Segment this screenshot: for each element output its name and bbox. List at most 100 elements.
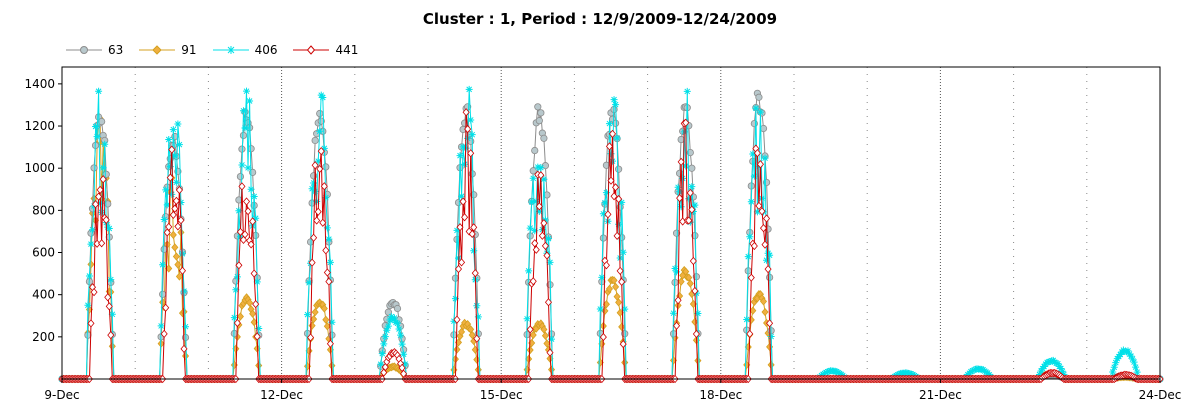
data-point-406 [101,140,109,148]
data-point-406 [1129,355,1137,363]
data-point-63 [540,134,548,142]
data-point-406 [609,157,617,165]
data-point-441 [526,325,534,334]
data-point-441 [692,329,700,339]
data-point-441 [532,245,540,254]
data-point-91 [686,279,694,288]
data-point-406 [613,134,621,142]
data-point-91 [453,345,461,354]
data-point-406 [180,287,188,295]
data-point-406 [967,368,975,376]
data-point-63 [535,117,543,125]
data-point-441 [313,216,321,225]
data-point-441 [464,124,472,134]
data-point-406 [232,286,240,294]
data-point-406 [459,143,467,151]
data-point-441 [172,196,180,205]
x-tick-label: 21-Dec [919,388,962,402]
data-point-406 [1130,358,1138,366]
data-point-406 [87,240,95,248]
series-markers-406 [58,85,1164,383]
data-point-406 [467,116,475,124]
data-point-406 [252,214,260,222]
data-point-406 [171,152,179,160]
data-point-441 [310,233,318,242]
data-point-406 [752,104,760,112]
data-point-63 [534,103,542,111]
data-point-406 [763,256,771,264]
data-point-91 [540,325,548,334]
data-point-63 [688,164,696,172]
data-point-406 [177,198,185,206]
data-point-91 [311,308,319,317]
data-point-406 [694,310,702,318]
data-point-406 [95,87,103,95]
data-point-406 [325,235,333,243]
data-point-406 [534,163,542,171]
data-point-406 [688,183,696,191]
data-point-406 [157,322,165,330]
data-point-441 [676,194,684,203]
data-point-63 [316,109,324,118]
data-point-406 [599,210,607,218]
data-point-441 [180,344,188,354]
legend-marker-406 [212,46,249,54]
data-point-63 [239,131,248,140]
data-point-441 [750,241,758,251]
data-point-63 [159,290,167,298]
data-point-406 [165,135,173,143]
data-point-441 [755,201,763,210]
data-point-406 [541,216,549,224]
data-point-91 [761,307,769,317]
data-point-406 [172,178,180,186]
data-point-63 [384,308,392,316]
data-point-406 [468,131,476,139]
data-point-406 [1112,359,1120,367]
data-point-441 [616,266,624,275]
data-point-406 [310,179,318,187]
data-point-406 [250,193,258,201]
data-point-441 [758,207,766,216]
data-point-406 [319,93,327,101]
legend-marker-441 [293,45,330,55]
data-point-406 [683,87,691,95]
data-point-441 [307,333,315,342]
data-point-91 [541,331,549,340]
y-tick-label: 600 [32,246,55,260]
data-point-406 [670,309,678,317]
data-point-406 [456,152,464,160]
data-point-441 [175,185,183,195]
data-point-91 [610,276,618,285]
data-point-406 [381,333,389,341]
data-point-63 [602,161,611,169]
data-point-441 [546,348,554,357]
data-point-406 [169,126,177,134]
data-point-406 [92,122,100,130]
data-point-406 [685,195,693,203]
data-point-406 [247,185,255,193]
data-point-441 [453,315,461,324]
data-point-406 [548,335,556,343]
data-point-406 [615,220,623,228]
data-point-91 [458,327,466,337]
legend: 63 91 406 441 [66,41,374,59]
data-point-406 [105,225,113,233]
data-point-91 [529,330,537,340]
data-point-441 [250,269,258,278]
data-point-406 [1040,363,1048,370]
data-point-91 [612,282,620,291]
data-point-441 [529,277,537,286]
data-point-406 [401,360,409,368]
data-point-406 [304,311,312,319]
data-point-406 [1060,370,1068,378]
data-point-91 [759,297,768,306]
data-point-441 [618,277,626,286]
data-point-406 [451,295,459,303]
data-point-406 [378,350,386,358]
data-point-406 [238,161,246,169]
data-point-406 [178,250,186,258]
legend-label-91: 91 [181,43,197,57]
data-point-406 [395,325,403,333]
data-point-441 [462,108,470,117]
data-point-441 [247,240,255,249]
